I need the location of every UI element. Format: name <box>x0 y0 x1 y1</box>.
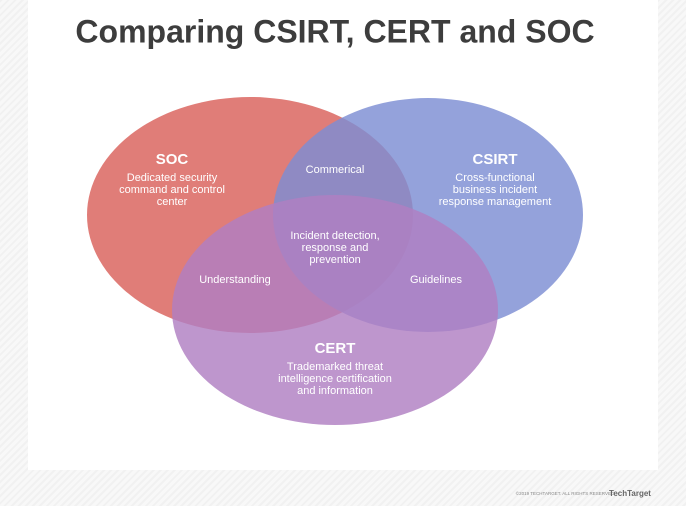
intersection-label: prevention <box>309 254 360 266</box>
set-description: Trademarked threat <box>287 361 383 373</box>
set-description: command and control <box>119 184 225 196</box>
set-description: Cross-functional <box>455 172 534 184</box>
copyright: ©2019 TECHTARGET. ALL RIGHTS RESERVED <box>516 490 615 496</box>
set-name: CERT <box>315 340 356 357</box>
intersection-label: response and <box>302 242 369 254</box>
set-description: intelligence certification <box>278 373 392 385</box>
set-description: Dedicated security <box>127 172 218 184</box>
set-name: CSIRT <box>473 151 518 168</box>
set-description: response management <box>439 196 552 208</box>
intersection-label: Understanding <box>199 274 271 286</box>
set-description: business incident <box>453 184 537 196</box>
circles <box>87 97 583 425</box>
set-description: center <box>157 196 188 208</box>
intersection-label: Commerical <box>306 164 365 176</box>
set-name: SOC <box>156 151 189 168</box>
set-description: and information <box>297 385 373 397</box>
intersection-label: Guidelines <box>410 274 462 286</box>
cert-circle <box>172 195 498 425</box>
intersection-label: Incident detection, <box>290 230 379 242</box>
title: Comparing CSIRT, CERT and SOC <box>75 13 594 49</box>
brand: TechTarget <box>609 489 651 498</box>
